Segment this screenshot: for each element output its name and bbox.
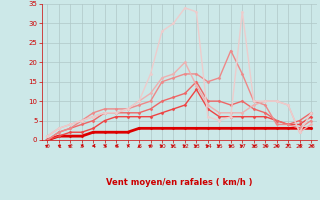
Text: Vent moyen/en rafales ( km/h ): Vent moyen/en rafales ( km/h ) [106,178,252,187]
